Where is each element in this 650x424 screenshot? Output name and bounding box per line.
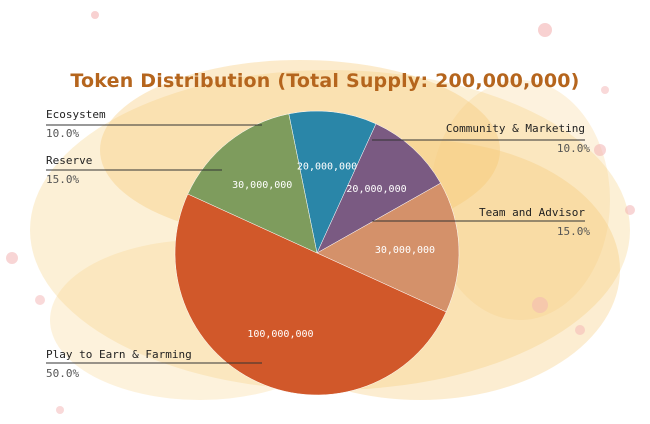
slice-percent-label: 15.0% xyxy=(557,225,590,238)
slice-percent-label: 10.0% xyxy=(557,142,590,155)
slice-name-label: Team and Advisor xyxy=(479,206,585,219)
slice-name-label: Ecosystem xyxy=(46,108,106,121)
slice-value-label: 100,000,000 xyxy=(247,329,313,340)
slice-value-label: 20,000,000 xyxy=(346,184,406,195)
slice-percent-label: 10.0% xyxy=(46,127,79,140)
slice-name-label: Play to Earn & Farming xyxy=(46,348,192,361)
slice-percent-label: 50.0% xyxy=(46,367,79,380)
slice-name-label: Reserve xyxy=(46,154,92,167)
slice-value-label: 20,000,000 xyxy=(297,162,357,173)
slice-value-label: 30,000,000 xyxy=(232,180,292,191)
chart-title: Token Distribution (Total Supply: 200,00… xyxy=(0,70,650,92)
slice-value-label: 30,000,000 xyxy=(375,245,435,256)
slice-percent-label: 15.0% xyxy=(46,173,79,186)
slice-name-label: Community & Marketing xyxy=(446,122,585,135)
